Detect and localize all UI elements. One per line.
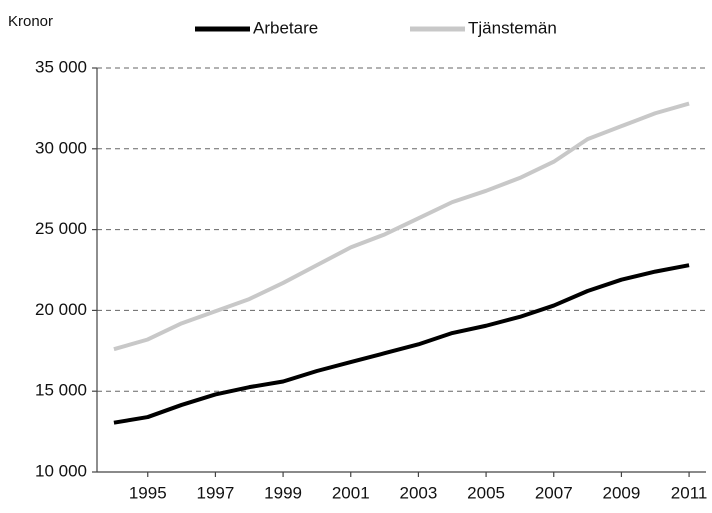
series-line: [113, 101, 690, 352]
y-tick-label: 20 000: [35, 300, 87, 319]
y-tick-label: 25 000: [35, 219, 87, 238]
x-tick-label: 2005: [467, 483, 505, 502]
legend-label: Arbetare: [253, 18, 318, 37]
x-tick-label: 1999: [264, 483, 302, 502]
y-tick-label: 35 000: [35, 57, 87, 76]
y-tick-label: 15 000: [35, 381, 87, 400]
legend-label: Tjänstemän: [468, 18, 557, 37]
x-tick-label: 2007: [535, 483, 573, 502]
x-tick-label: 2011: [671, 483, 708, 502]
x-tick-label: 2003: [400, 483, 438, 502]
x-tick-label: 1995: [129, 483, 167, 502]
series-line: [113, 263, 690, 425]
x-tick-label: 2001: [332, 483, 370, 502]
y-tick-label: 30 000: [35, 138, 87, 157]
x-tick-label: 2009: [603, 483, 641, 502]
x-tick-label: 1997: [197, 483, 235, 502]
y-tick-label: 10 000: [35, 461, 87, 480]
y-axis-label: Kronor: [8, 13, 53, 30]
